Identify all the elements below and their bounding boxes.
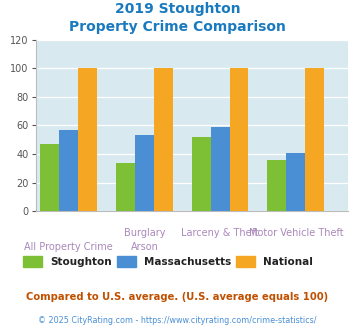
Legend: Stoughton, Massachusetts, National: Stoughton, Massachusetts, National	[23, 256, 313, 267]
Text: Burglary: Burglary	[124, 228, 165, 238]
Text: 2019 Stoughton: 2019 Stoughton	[115, 2, 240, 16]
Text: Compared to U.S. average. (U.S. average equals 100): Compared to U.S. average. (U.S. average …	[26, 292, 329, 302]
Bar	[59, 130, 78, 211]
Bar	[154, 68, 173, 211]
Text: Larceny & Theft: Larceny & Theft	[181, 228, 259, 238]
Bar	[230, 68, 248, 211]
Bar	[135, 135, 154, 211]
Bar	[40, 144, 59, 211]
Bar	[286, 152, 305, 211]
Bar	[192, 137, 211, 211]
Bar	[116, 163, 135, 211]
Bar	[78, 68, 97, 211]
Bar	[211, 127, 230, 211]
Text: All Property Crime: All Property Crime	[24, 242, 113, 252]
Bar	[267, 160, 286, 211]
Text: Arson: Arson	[130, 242, 158, 252]
Text: © 2025 CityRating.com - https://www.cityrating.com/crime-statistics/: © 2025 CityRating.com - https://www.city…	[38, 316, 317, 325]
Text: Property Crime Comparison: Property Crime Comparison	[69, 20, 286, 34]
Bar	[305, 68, 324, 211]
Text: Motor Vehicle Theft: Motor Vehicle Theft	[248, 228, 343, 238]
